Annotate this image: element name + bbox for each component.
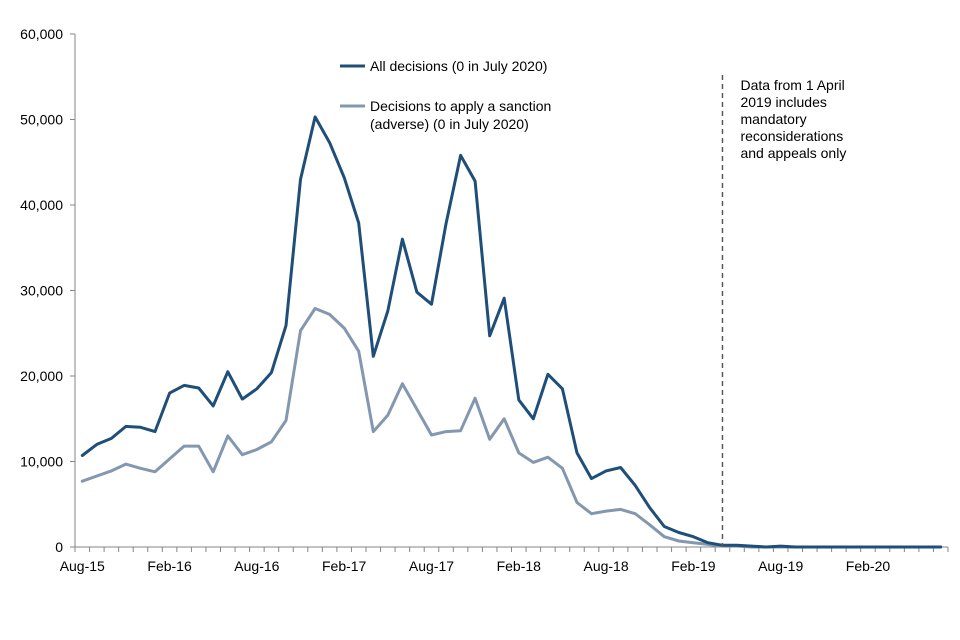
legend-label-all-decisions: All decisions (0 in July 2020) xyxy=(370,58,547,74)
y-tick-label: 40,000 xyxy=(20,197,63,213)
series-layer xyxy=(80,115,943,549)
annotation-text-line: reconsiderations xyxy=(740,128,843,144)
x-tick-label: Feb-17 xyxy=(322,558,367,574)
legend-label-sanction-line-1: Decisions to apply a sanction xyxy=(370,98,551,114)
x-tick-label: Aug-18 xyxy=(583,558,628,574)
x-tick-label: Aug-16 xyxy=(234,558,279,574)
x-tick-label: Feb-20 xyxy=(846,558,891,574)
y-tick-label: 10,000 xyxy=(20,454,63,470)
annotation-text-line: 2019 includes xyxy=(740,94,826,110)
annotation-text-line: and appeals only xyxy=(740,145,846,161)
x-axis: Aug-15 Feb-16 Aug-16 Feb-17 Aug-17 Feb-18 Aug-… xyxy=(60,546,949,574)
x-tick-label: Feb-18 xyxy=(497,558,542,574)
x-tick-label: Feb-19 xyxy=(671,558,716,574)
x-tick-label: Aug-19 xyxy=(758,558,803,574)
legend-label-sanction: Decisions to apply a sanction (adverse) (… xyxy=(370,98,551,132)
y-axis: 0 10,000 20,000 30,000 40,000 50,000 60,000 xyxy=(20,26,76,555)
y-tick-label: 0 xyxy=(55,539,63,555)
y-tick-label: 50,000 xyxy=(20,112,63,128)
series-line-0 xyxy=(80,115,943,549)
annotation-text-line: mandatory xyxy=(740,111,806,127)
y-tick-label: 60,000 xyxy=(20,26,63,42)
annotation-text-line: Data from 1 April xyxy=(740,77,844,93)
y-tick-label: 20,000 xyxy=(20,368,63,384)
legend-label-sanction-line-2: (adverse) (0 in July 2020) xyxy=(370,116,529,132)
x-tick-label: Aug-15 xyxy=(60,558,105,574)
x-tick-label: Feb-16 xyxy=(147,558,192,574)
legend: All decisions (0 in July 2020) Decisions … xyxy=(340,58,551,132)
y-tick-label: 30,000 xyxy=(20,283,63,299)
x-tick-label: Aug-17 xyxy=(409,558,454,574)
